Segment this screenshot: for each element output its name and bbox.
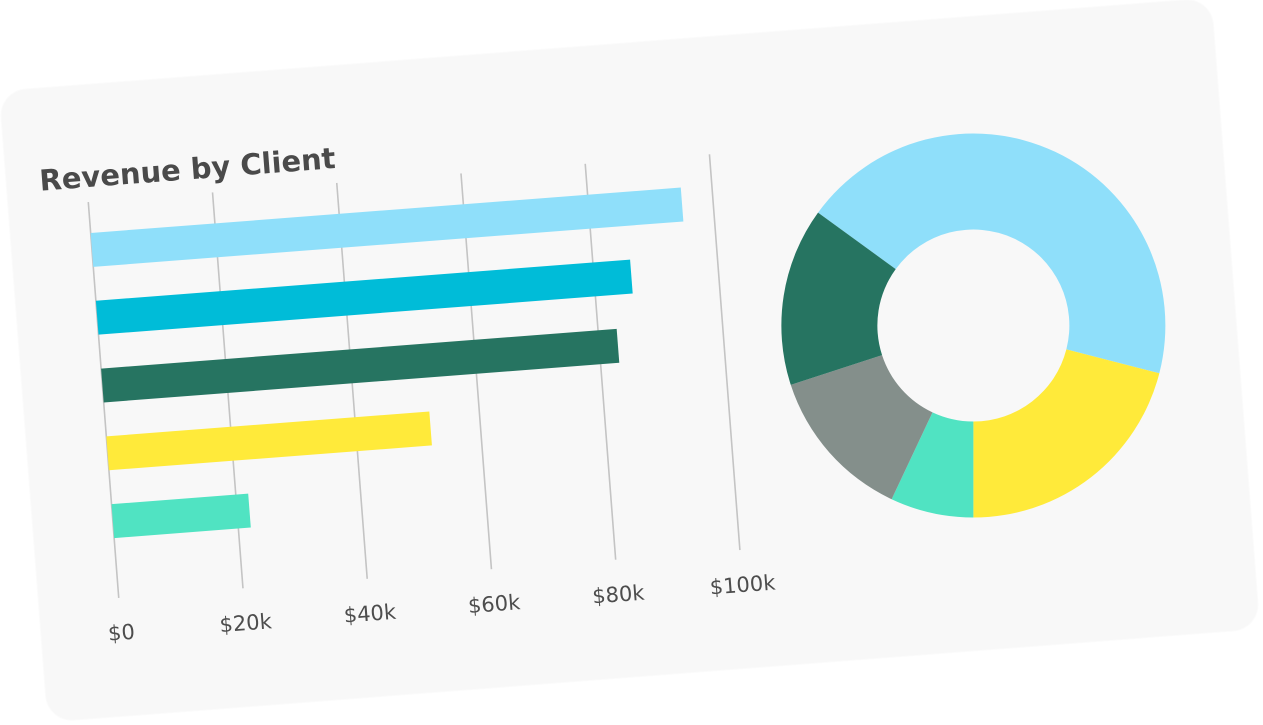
grid-line: [708, 154, 741, 551]
bar: [95, 259, 633, 335]
bar: [106, 411, 432, 471]
donut-slice: [973, 349, 1160, 518]
bar: [111, 493, 251, 539]
x-tick-label: $60k: [467, 590, 522, 618]
donut-slice: [818, 133, 1166, 374]
bar: [90, 187, 684, 267]
donut-chart: [781, 133, 1166, 518]
bars: [90, 187, 684, 539]
donut-slice: [891, 412, 974, 518]
donut-slice: [781, 212, 896, 385]
bar: [101, 328, 620, 403]
x-tick-label: $100k: [709, 570, 777, 599]
x-tick-label: $0: [107, 620, 135, 646]
x-tick-label: $40k: [343, 600, 398, 628]
x-tick-label: $20k: [219, 609, 274, 637]
donut-slice: [790, 355, 933, 500]
chart-title: Revenue by Client: [38, 141, 337, 198]
bar-chart: Revenue by Client $0 $20k $40k $60k $80k $100…: [38, 141, 777, 646]
x-tick-labels: $0 $20k $40k $60k $80k $100k: [107, 570, 777, 645]
x-tick-label: $80k: [591, 581, 646, 609]
